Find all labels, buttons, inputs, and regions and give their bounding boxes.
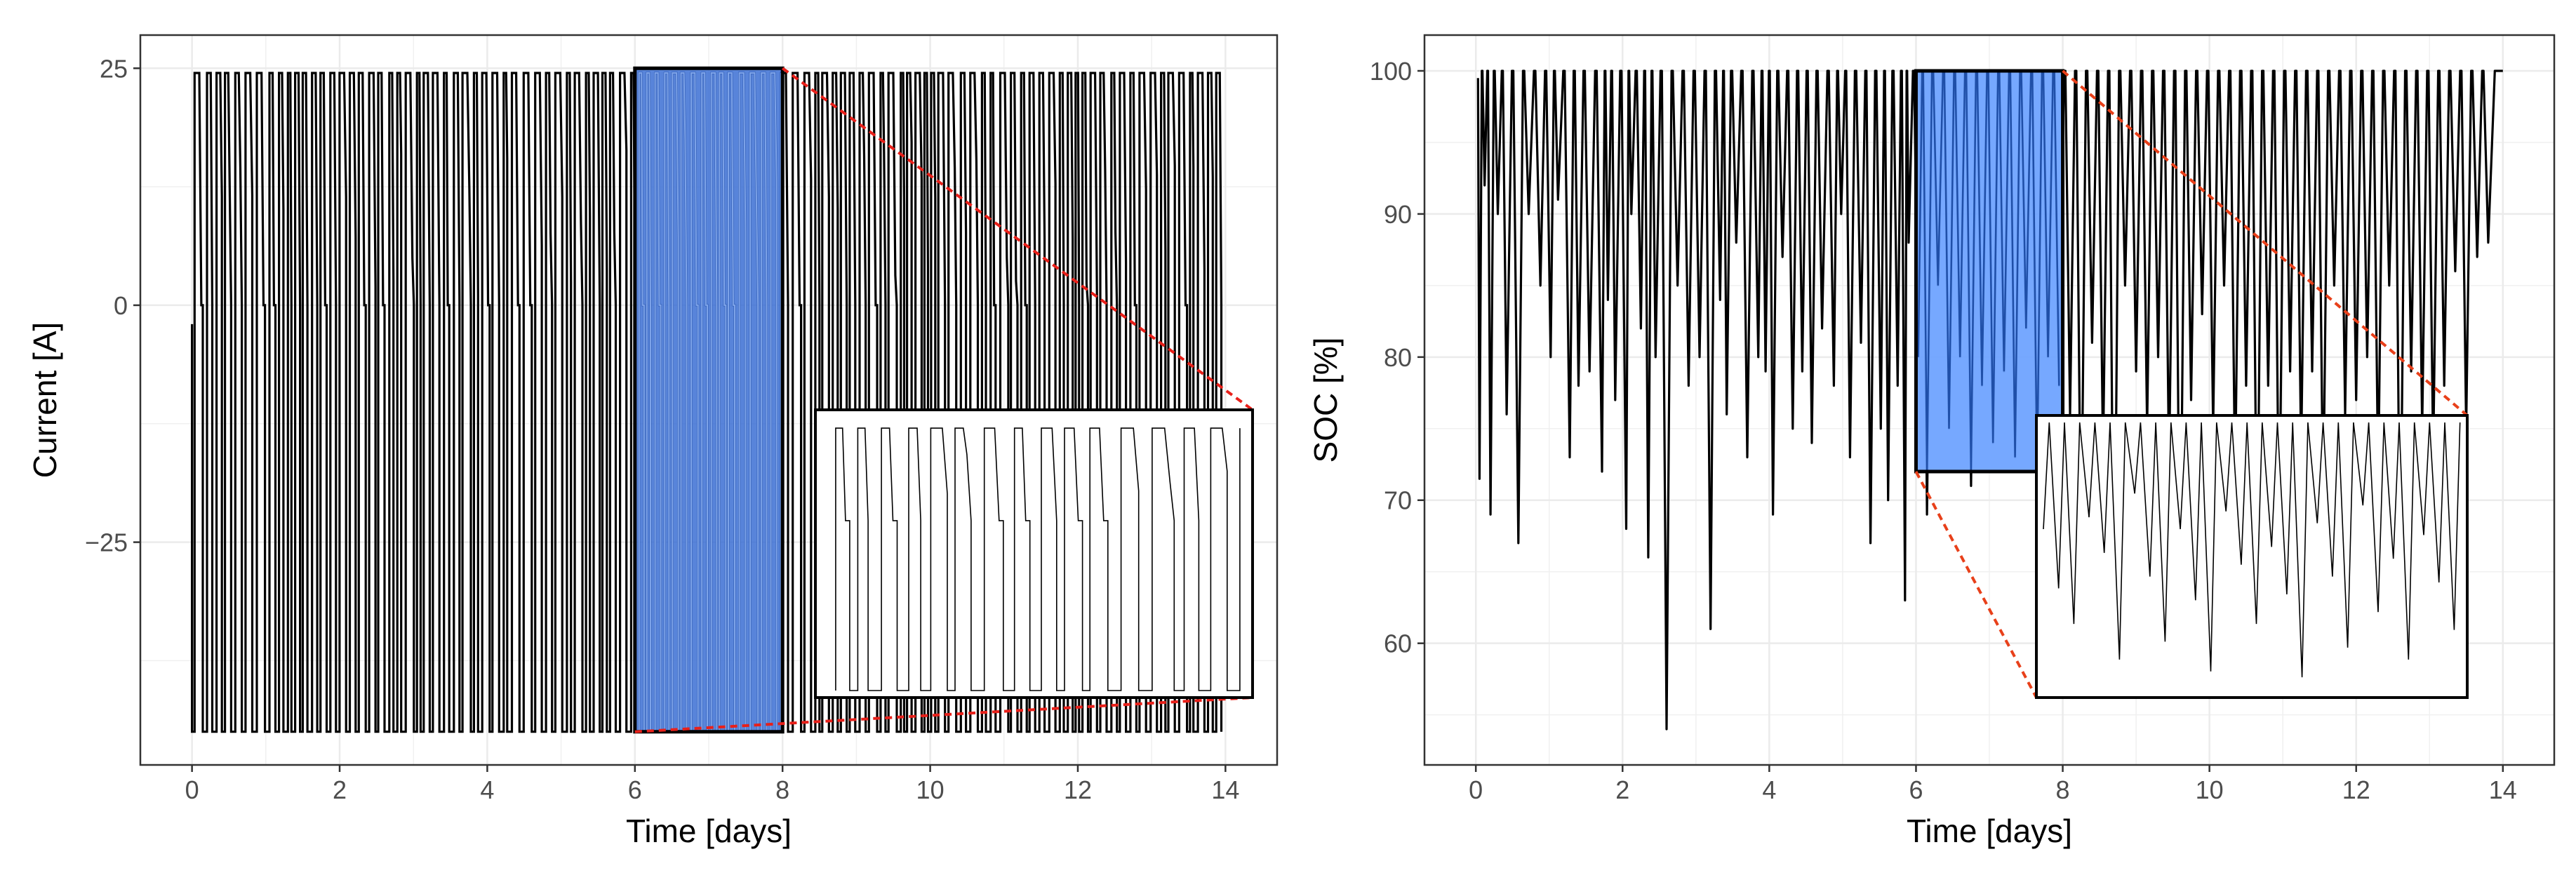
soc-y-tick-label: 100 [1370,57,1412,86]
soc-y-ticks: 60 70 80 90 100 [1370,57,1424,658]
soc-x-tick-label: 4 [1762,775,1776,804]
soc-inset-line [2043,422,2461,678]
current-x-tick-label: 0 [185,775,199,804]
current-highlight [633,66,785,734]
soc-inset [2035,414,2469,699]
current-connector-bottom [634,696,1253,733]
soc-y-tick-label: 90 [1384,200,1412,229]
current-x-tick-label: 10 [916,775,945,804]
current-connector-top [782,67,1254,411]
current-x-tick-label: 4 [480,775,494,804]
current-highlight-border [633,66,785,734]
current-highlight-line [638,72,782,733]
current-x-tick-label: 6 [628,775,642,804]
soc-inset-plot [2043,422,2461,678]
current-plot-border [139,34,1279,766]
current-y-axis-title: Current [A] [27,322,63,478]
soc-x-tick-label: 12 [2342,775,2370,804]
current-y-tick-label: 0 [114,291,128,320]
current-x-ticks: 0 2 4 6 8 10 12 14 [185,765,1239,804]
soc-highlight-border [1914,69,2065,474]
soc-x-tick-label: 6 [1909,775,1923,804]
current-y-ticks: −25 0 25 [85,54,140,557]
current-y-tick-label: −25 [85,528,128,557]
soc-highlight [1914,69,2065,474]
soc-x-tick-label: 10 [2196,775,2224,804]
soc-x-tick-label: 2 [1615,775,1629,804]
soc-y-axis-title: SOC [%] [1307,338,1344,463]
current-inset-plot [835,427,1241,691]
current-x-tick-label: 8 [775,775,789,804]
soc-y-tick-label: 70 [1384,486,1412,515]
current-inset-frame [814,408,1254,699]
soc-x-tick-label: 14 [2489,775,2517,804]
soc-x-ticks: 0 2 4 6 8 10 12 14 [1469,765,2517,804]
current-inset [814,408,1254,699]
current-x-tick-label: 14 [1211,775,1239,804]
soc-inset-frame [2035,414,2469,699]
soc-zoom-connectors [1914,69,2469,698]
soc-panel: 0 2 4 6 8 10 12 14 60 70 80 90 100 Time [days] SOC … [1307,34,2556,849]
soc-plot-border [1423,34,2556,766]
current-y-tick-label: 25 [100,54,128,83]
soc-x-tick-label: 0 [1469,775,1483,804]
current-panel: 0 2 4 6 8 10 12 14 −25 0 25 Time [days] Current [… [27,34,1279,849]
soc-connector-bottom [1914,471,2038,698]
soc-y-tick-label: 60 [1384,629,1412,658]
soc-x-axis-title: Time [days] [1907,813,2072,849]
current-highlight-fill [634,68,783,732]
current-zoom-connectors [634,67,1254,733]
soc-connector-top [2062,69,2469,417]
current-x-tick-label: 2 [333,775,347,804]
current-inset-line [835,427,1241,691]
current-x-axis-title: Time [days] [626,813,792,849]
soc-y-tick-label: 80 [1384,343,1412,372]
soc-x-tick-label: 8 [2056,775,2070,804]
current-x-tick-label: 12 [1064,775,1092,804]
